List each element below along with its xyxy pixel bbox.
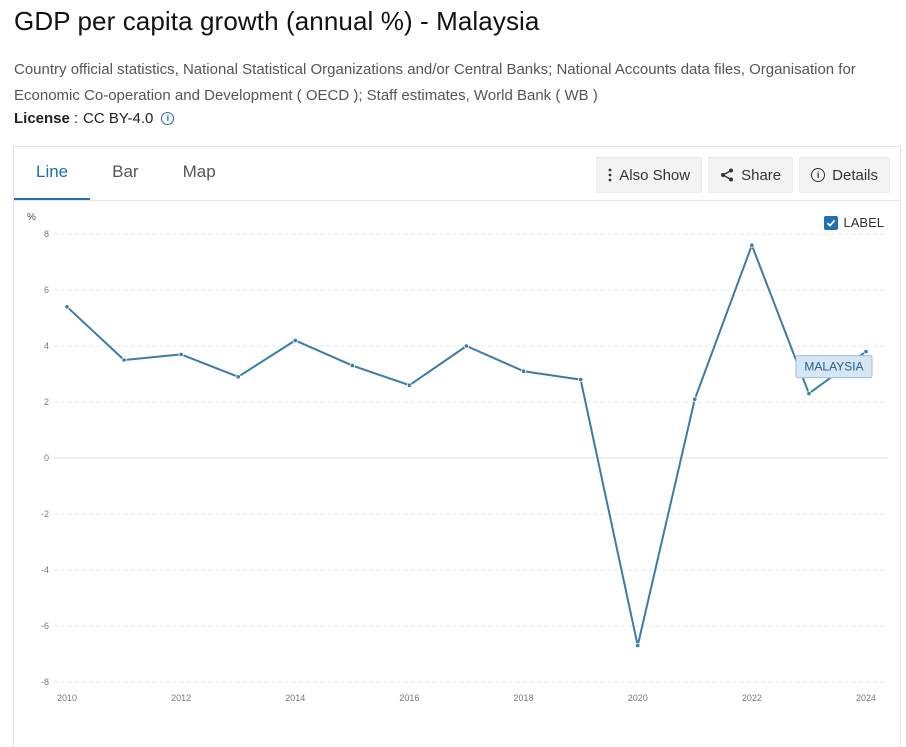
data-point — [692, 396, 698, 402]
more-vertical-icon — [608, 168, 612, 182]
label-toggle[interactable]: LABEL — [823, 215, 884, 230]
tab-line[interactable]: Line — [14, 147, 91, 201]
data-point — [292, 337, 298, 343]
data-point — [64, 304, 70, 310]
data-point — [806, 391, 812, 397]
x-tick-label: 2014 — [285, 693, 305, 703]
also-show-label: Also Show — [619, 166, 691, 184]
series-label-text: MALAYSIA — [804, 360, 863, 374]
y-tick-label: 6 — [44, 285, 49, 295]
data-point — [749, 242, 755, 248]
data-point — [406, 382, 413, 388]
page-title: GDP per capita growth (annual %) - Malay… — [14, 6, 540, 36]
y-axis-unit-label: % — [27, 212, 36, 223]
data-point — [863, 349, 869, 355]
label-toggle-text: LABEL — [843, 215, 884, 230]
x-tick-label: 2012 — [171, 693, 191, 703]
y-tick-label: 2 — [44, 397, 49, 407]
x-tick-label: 2016 — [399, 693, 419, 703]
checkmark-icon — [826, 219, 835, 227]
license-value: CC BY-4.0 — [83, 110, 154, 127]
line-chart: % 8 6 4 2 0 -2 -4 -6 -8 2010 2012 2014 2016 2018 2020 20… — [27, 212, 888, 703]
tab-bar[interactable]: Bar — [112, 162, 139, 181]
y-tick-label: 4 — [44, 341, 49, 351]
tab-map[interactable]: Map — [182, 162, 216, 181]
data-point — [178, 351, 184, 357]
share-button[interactable]: Share — [708, 157, 794, 193]
chart-tabs: Line Bar Map — [14, 147, 238, 201]
y-tick-label: -6 — [41, 621, 49, 631]
details-label: Details — [832, 166, 878, 184]
label-checkbox[interactable] — [823, 215, 838, 230]
info-circle-icon: i — [811, 168, 826, 182]
series-label-box — [795, 355, 873, 379]
source-text: Country official statistics, National St… — [14, 61, 856, 104]
x-tick-label: 2022 — [742, 693, 762, 703]
data-point — [463, 343, 470, 349]
data-point — [121, 357, 127, 363]
y-tick-label: -8 — [41, 677, 49, 687]
share-label: Share — [741, 166, 782, 184]
also-show-button[interactable]: Also Show — [596, 157, 703, 193]
chart-actions: Also Show Share i Details — [596, 157, 890, 193]
info-icon[interactable]: i — [161, 112, 175, 125]
x-tick-label: 2010 — [57, 693, 77, 703]
details-button[interactable]: i Details — [799, 157, 890, 193]
y-tick-label: -2 — [41, 509, 49, 519]
tab-divider — [14, 200, 900, 201]
series-line — [66, 244, 867, 647]
data-point — [578, 377, 584, 383]
x-tick-label: 2020 — [628, 693, 648, 703]
chart-card: Line Bar Map Also Show Share i Details L… — [13, 146, 901, 747]
x-tick-label: 2024 — [856, 693, 876, 703]
license-row: License : CC BY-4.0 i — [14, 110, 175, 127]
data-point — [520, 368, 527, 374]
data-point — [349, 363, 355, 369]
share-icon — [720, 168, 734, 182]
x-tick-label: 2018 — [514, 693, 534, 703]
data-point — [635, 642, 641, 649]
license-separator: : — [73, 110, 79, 127]
series-label-tag: MALAYSIA — [795, 355, 873, 379]
license-label: License — [14, 110, 70, 127]
y-tick-label: 0 — [44, 453, 49, 463]
y-tick-label: -4 — [41, 565, 49, 575]
data-point — [235, 374, 241, 380]
y-tick-label: 8 — [44, 229, 49, 239]
